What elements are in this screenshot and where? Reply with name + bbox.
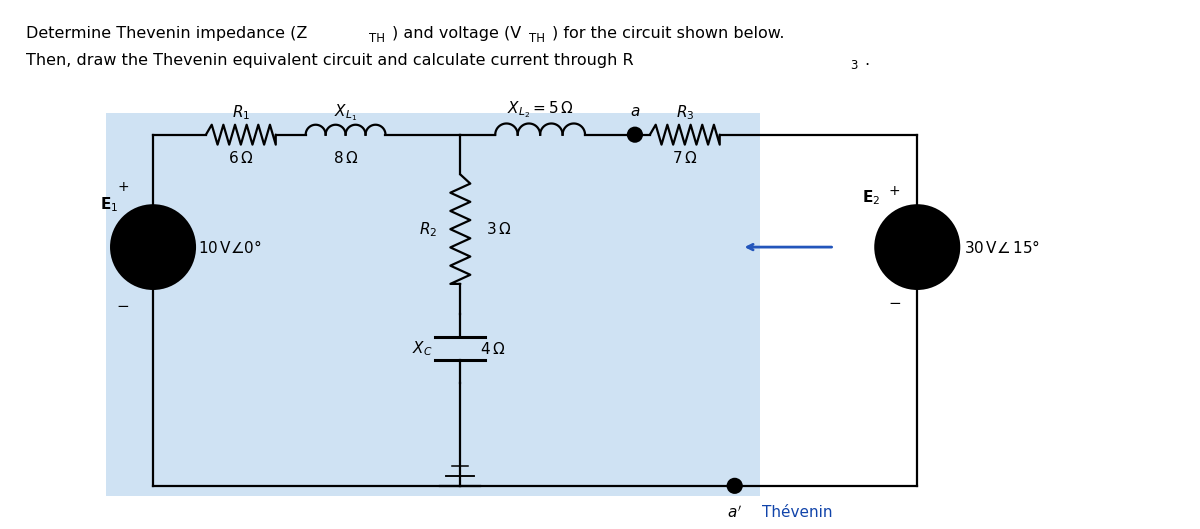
Text: $R_3$: $R_3$ xyxy=(676,104,694,122)
Text: ) for the circuit shown below.: ) for the circuit shown below. xyxy=(552,26,785,41)
Text: −: − xyxy=(116,299,130,314)
Text: TH: TH xyxy=(529,32,545,45)
Text: $7\,\Omega$: $7\,\Omega$ xyxy=(672,150,697,166)
Text: −: − xyxy=(888,296,901,311)
Text: +: + xyxy=(118,180,128,194)
Text: $X_C$: $X_C$ xyxy=(412,339,433,358)
Text: Determine Thevenin impedance (Z: Determine Thevenin impedance (Z xyxy=(26,26,307,41)
Text: $4\,\Omega$: $4\,\Omega$ xyxy=(480,341,505,357)
Text: TH: TH xyxy=(370,32,385,45)
Text: $3\,\Omega$: $3\,\Omega$ xyxy=(486,221,511,237)
Circle shape xyxy=(628,127,642,142)
Text: $8\,\Omega$: $8\,\Omega$ xyxy=(332,150,359,166)
Text: $a'$: $a'$ xyxy=(727,504,742,521)
Text: $\mathbf{E}_2$: $\mathbf{E}_2$ xyxy=(863,188,881,207)
Text: $a$: $a$ xyxy=(630,105,640,119)
Text: Then, draw the Thevenin equivalent circuit and calculate current through R: Then, draw the Thevenin equivalent circu… xyxy=(26,52,634,68)
Text: $X_{L_1}$: $X_{L_1}$ xyxy=(334,103,358,123)
Text: $R_2$: $R_2$ xyxy=(419,220,438,239)
Text: +: + xyxy=(888,185,900,198)
Text: $R_1$: $R_1$ xyxy=(232,104,250,122)
Text: $10\,\mathrm{V}\angle 0°$: $10\,\mathrm{V}\angle 0°$ xyxy=(198,239,262,256)
Circle shape xyxy=(112,205,194,289)
Text: $30\,\mathrm{V}\angle\,15°$: $30\,\mathrm{V}\angle\,15°$ xyxy=(964,239,1040,256)
Text: $\mathbf{E}_1$: $\mathbf{E}_1$ xyxy=(100,195,119,214)
Text: .: . xyxy=(864,52,870,68)
Circle shape xyxy=(875,205,959,289)
Text: $X_{L_2} = 5\,\Omega$: $X_{L_2} = 5\,\Omega$ xyxy=(506,99,574,120)
Text: Thévenin: Thévenin xyxy=(762,505,832,520)
Circle shape xyxy=(727,479,742,493)
Text: $6\,\Omega$: $6\,\Omega$ xyxy=(228,150,253,166)
Text: ) and voltage (V: ) and voltage (V xyxy=(392,26,522,41)
Bar xyxy=(106,113,760,496)
Text: 3: 3 xyxy=(850,59,857,72)
